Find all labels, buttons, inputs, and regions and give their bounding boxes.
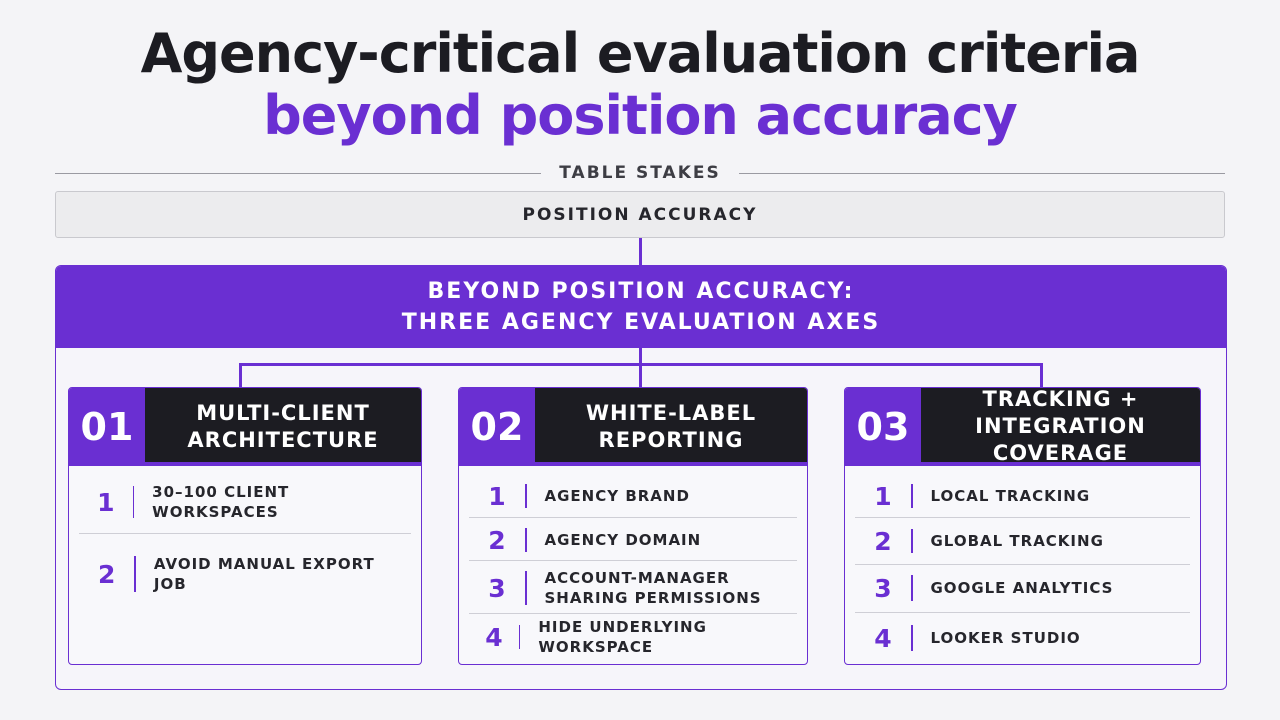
item-label: GOOGLE ANALYTICS [930,579,1114,597]
list-item: 2 AVOID MANUAL EXPORT JOB [79,552,411,596]
list-item: 3 ACCOUNT-MANAGER SHARING PERMISSIONS [469,567,797,609]
table-stakes-label: TABLE STAKES [559,163,721,183]
item-label-line-2: SHARING PERMISSIONS [544,589,762,607]
row-divider [469,517,797,518]
card-number: 02 [459,388,535,465]
list-item: 1 30–100 CLIENT WORKSPACES [79,482,411,522]
list-item: 1 LOCAL TRACKING [855,480,1190,512]
item-separator [525,571,527,605]
card-number: 01 [69,388,145,465]
list-item: 3 GOOGLE ANALYTICS [855,571,1190,605]
list-item: 2 AGENCY DOMAIN [469,524,797,556]
card-number: 03 [845,388,921,465]
item-label: HIDE UNDERLYING WORKSPACE [538,618,707,656]
list-item: 4 LOOKER STUDIO [855,621,1190,655]
card-title: MULTI-CLIENT ARCHITECTURE [145,388,421,465]
item-label: LOCAL TRACKING [930,487,1091,505]
axis-card-tracking-integration: 03 TRACKING + INTEGRATION COVERAGE 1 LOC… [844,387,1201,665]
axes-header-line-1: BEYOND POSITION ACCURACY: [427,279,855,304]
item-separator [132,486,135,518]
title-line-1: Agency-critical evaluation criteria [140,22,1141,85]
row-divider [855,612,1190,613]
axis-card-multi-client: 01 MULTI-CLIENT ARCHITECTURE 1 30–100 CL… [68,387,422,665]
card-title-line-2: ARCHITECTURE [187,427,379,452]
item-label: AGENCY DOMAIN [544,531,702,549]
item-separator [911,625,913,651]
connector-node-2 [639,363,642,387]
card-title: WHITE-LABEL REPORTING [535,388,807,465]
position-accuracy-box: POSITION ACCURACY [55,191,1225,238]
card-title-line-1: TRACKING + [982,387,1139,411]
item-separator [911,484,913,508]
title-line-2: beyond position accuracy [263,84,1018,147]
card-header: 03 TRACKING + INTEGRATION COVERAGE [845,388,1200,465]
item-label: 30–100 CLIENT WORKSPACES [152,483,290,521]
card-title-line-1: MULTI-CLIENT [196,400,370,425]
item-label: LOOKER STUDIO [930,629,1081,647]
axes-header-line-2: THREE AGENCY EVALUATION AXES [401,310,881,335]
item-separator [525,528,527,552]
row-divider [855,517,1190,518]
row-divider [469,560,797,561]
list-item: 2 GLOBAL TRACKING [855,525,1190,557]
item-number: 1 [488,481,506,511]
divider-line-right [738,172,1225,174]
axis-card-white-label: 02 WHITE-LABEL REPORTING 1 AGENCY BRAND … [458,387,808,665]
card-title-line-2: INTEGRATION COVERAGE [975,414,1146,465]
item-separator [519,625,521,649]
item-label: AGENCY BRAND [544,487,690,505]
item-separator [911,529,913,553]
row-divider [855,564,1190,565]
divider-line-left [55,172,542,174]
item-number: 1 [874,481,892,511]
item-separator [134,556,136,592]
row-divider [79,533,411,534]
connector-drop-3 [1040,363,1043,387]
connector-drop-1 [239,363,242,387]
item-label: GLOBAL TRACKING [930,532,1104,550]
card-title: TRACKING + INTEGRATION COVERAGE [921,388,1200,465]
item-separator [911,575,913,601]
item-number: 4 [874,623,892,653]
item-number: 2 [98,559,116,589]
connector-vertical-top [639,238,642,266]
item-label-line-1: ACCOUNT-MANAGER [544,569,730,587]
card-title-line-2: REPORTING [598,427,744,452]
list-item: 4 HIDE UNDERLYING WORKSPACE [469,618,797,656]
card-header: 02 WHITE-LABEL REPORTING [459,388,807,465]
item-number: 2 [874,526,892,556]
item-number: 3 [488,573,506,603]
item-number: 1 [97,487,115,517]
axes-panel-header: BEYOND POSITION ACCURACY: THREE AGENCY E… [56,266,1226,348]
card-header-underline [845,462,1200,466]
card-header-underline [459,462,807,466]
item-label: AVOID MANUAL EXPORT JOB [153,555,375,593]
card-header: 01 MULTI-CLIENT ARCHITECTURE [69,388,421,465]
item-number: 3 [874,573,892,603]
item-label: ACCOUNT-MANAGER SHARING PERMISSIONS [527,568,762,608]
item-separator [525,484,527,508]
card-title-line-1: WHITE-LABEL [585,400,757,425]
item-number: 4 [485,622,503,652]
card-header-underline [69,462,421,466]
list-item: 1 AGENCY BRAND [469,480,797,512]
row-divider [469,613,797,614]
item-number: 2 [488,525,506,555]
table-stakes-divider: TABLE STAKES [55,162,1225,184]
